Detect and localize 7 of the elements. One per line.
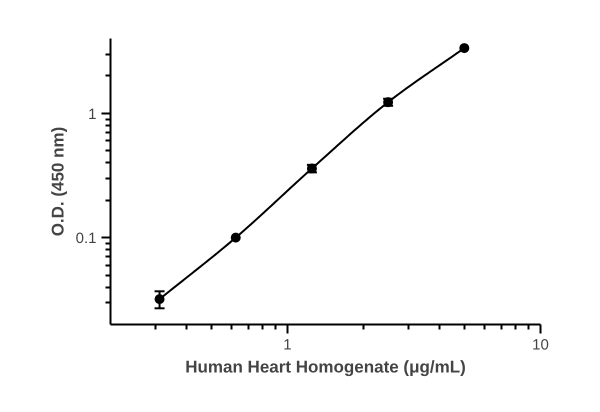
point [154,294,165,304]
point [230,232,241,243]
y-tick-label: 0.1 [76,230,97,248]
y-axis-title: O.D. (450 nm) [48,126,68,236]
x-axis-title: Human Heart Homogenate (μg/mL) [185,358,466,376]
x-tick-label: 10 [532,336,549,354]
point [459,43,470,54]
